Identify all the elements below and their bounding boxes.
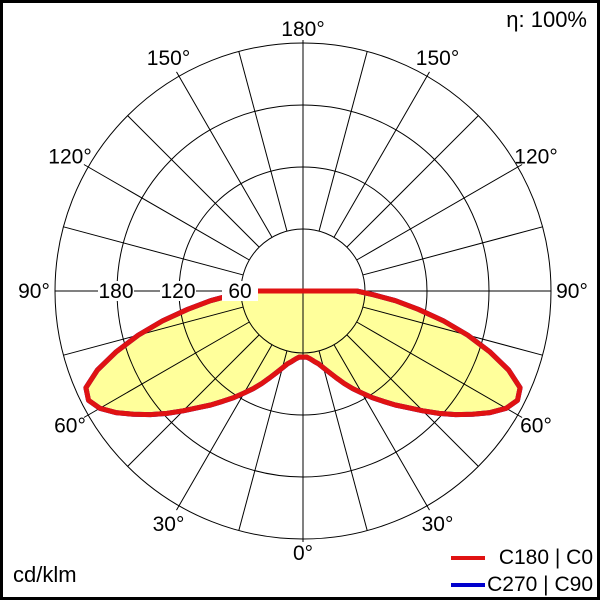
grid-spoke: [318, 51, 368, 232]
curve-c180c0: [83, 288, 523, 418]
grid-spoke: [346, 115, 479, 248]
radial-label-bg: [98, 281, 134, 301]
grid-spoke: [333, 344, 430, 511]
legend-label-c90: C270 | C90: [487, 573, 593, 596]
grid-spoke: [63, 226, 244, 276]
grid-spoke: [362, 226, 543, 276]
grid-spoke: [63, 306, 244, 356]
legend-line-c90: [451, 583, 485, 587]
grid-spoke: [238, 51, 288, 232]
grid-spoke: [318, 350, 368, 531]
angle-label: 90°: [18, 280, 50, 303]
grid-spoke: [83, 164, 250, 261]
angle-labels: 0° 30° 30° 60° 60° 90° 90° 120° 120° 150° 150° 180°: [18, 18, 588, 565]
angle-label: 180°: [281, 18, 324, 41]
polar-chart: 0° 30° 30° 60° 60° 90° 90° 120° 120° 150° 150° 180°…: [18, 18, 588, 565]
grid-spoke: [127, 115, 260, 248]
grid-spoke: [362, 306, 543, 356]
radial-axis-labels: 180 120 60: [98, 280, 258, 303]
angle-label: 120°: [48, 146, 91, 169]
legend-line-c0: [451, 556, 485, 560]
angle-label: 60°: [54, 415, 86, 438]
radial-label-bg: [222, 281, 258, 301]
angle-label: 60°: [520, 415, 552, 438]
angle-label: 120°: [514, 146, 557, 169]
radial-label: 120: [160, 280, 195, 303]
angle-label: 0°: [293, 542, 313, 565]
polar-grid: [54, 40, 552, 542]
angle-label: 30°: [153, 513, 185, 536]
grid-spoke: [176, 344, 273, 511]
angle-label: 150°: [147, 47, 190, 70]
angle-label: 30°: [422, 513, 454, 536]
angle-label: 90°: [556, 280, 588, 303]
grid-spoke: [346, 334, 479, 467]
legend-label-c0: C180 | C0: [498, 546, 593, 569]
efficiency-label: η: 100%: [506, 7, 587, 32]
radial-label: 180: [98, 280, 133, 303]
grid-spoke: [127, 334, 260, 467]
radial-label: 60: [228, 280, 251, 303]
grid-spoke: [333, 71, 430, 238]
grid-spoke: [356, 164, 523, 261]
angle-label: 150°: [416, 47, 459, 70]
grid-spoke: [83, 321, 250, 418]
radial-label-bg: [160, 281, 196, 301]
units-label: cd/klm: [13, 562, 77, 587]
grid-spoke: [238, 350, 288, 531]
grid-spoke: [176, 71, 273, 238]
grid-spoke: [356, 321, 523, 418]
